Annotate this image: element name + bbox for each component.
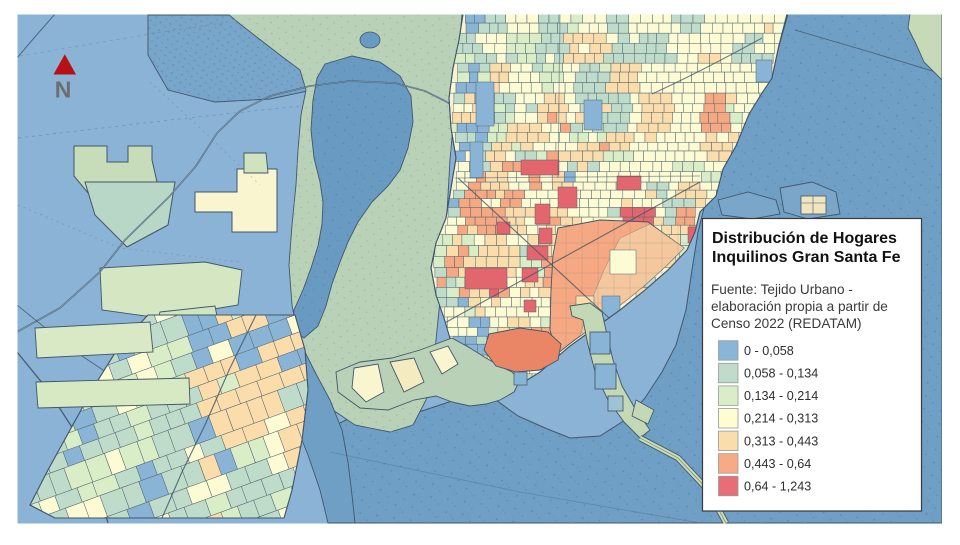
svg-text:0,134 - 0,214: 0,134 - 0,214	[744, 389, 818, 403]
svg-text:0,058 - 0,134: 0,058 - 0,134	[744, 367, 818, 381]
svg-text:0 - 0,058: 0 - 0,058	[744, 344, 794, 358]
svg-text:elaboración propia a partir de: elaboración propia a partir de	[711, 299, 888, 314]
svg-text:0,64 - 1,243: 0,64 - 1,243	[744, 480, 811, 494]
svg-text:Inquilinos Gran Santa Fe: Inquilinos Gran Santa Fe	[712, 249, 901, 266]
svg-text:N: N	[55, 77, 72, 103]
svg-text:0,214 - 0,313: 0,214 - 0,313	[744, 412, 818, 426]
svg-text:Fuente: Tejido Urbano -: Fuente: Tejido Urbano -	[711, 282, 853, 297]
svg-text:0,313 - 0,443: 0,313 - 0,443	[744, 434, 818, 448]
svg-text:0,443 - 0,64: 0,443 - 0,64	[744, 457, 811, 471]
svg-text:Distribución de Hogares: Distribución de Hogares	[712, 230, 897, 247]
svg-text:Censo 2022 (REDATAM): Censo 2022 (REDATAM)	[711, 316, 862, 331]
